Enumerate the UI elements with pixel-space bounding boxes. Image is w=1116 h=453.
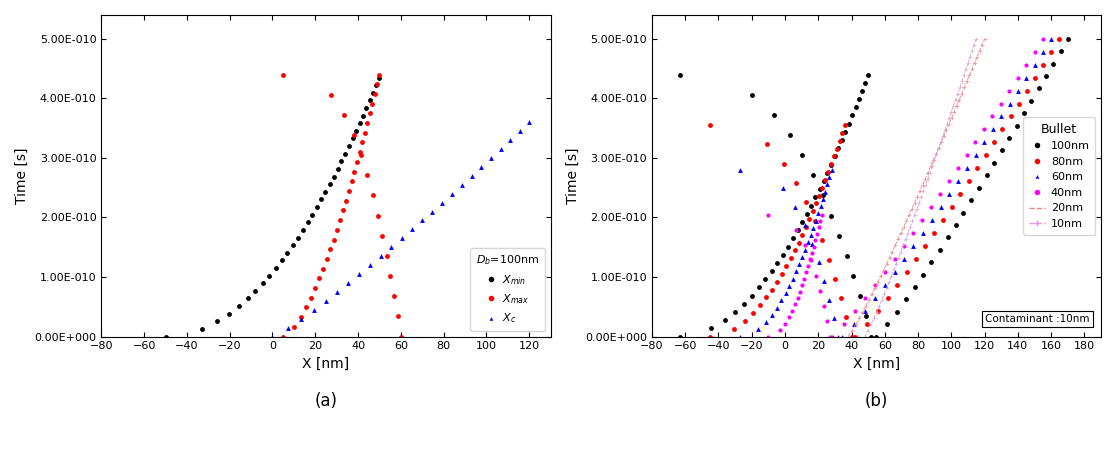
X-axis label: X [nm]: X [nm] (853, 357, 899, 371)
Text: (b): (b) (865, 392, 888, 410)
Legend: $X_{min}$, $X_{max}$, $X_c$: $X_{min}$, $X_{max}$, $X_c$ (471, 248, 545, 331)
Text: (a): (a) (315, 392, 337, 410)
X-axis label: X [nm]: X [nm] (302, 357, 349, 371)
Text: Contaminant :10nm: Contaminant :10nm (985, 314, 1089, 324)
Y-axis label: Time [s]: Time [s] (566, 148, 579, 204)
Legend: 100nm, 80nm, 60nm, 40nm, 20nm, 10nm: 100nm, 80nm, 60nm, 40nm, 20nm, 10nm (1023, 117, 1096, 235)
Y-axis label: Time [s]: Time [s] (15, 148, 29, 204)
